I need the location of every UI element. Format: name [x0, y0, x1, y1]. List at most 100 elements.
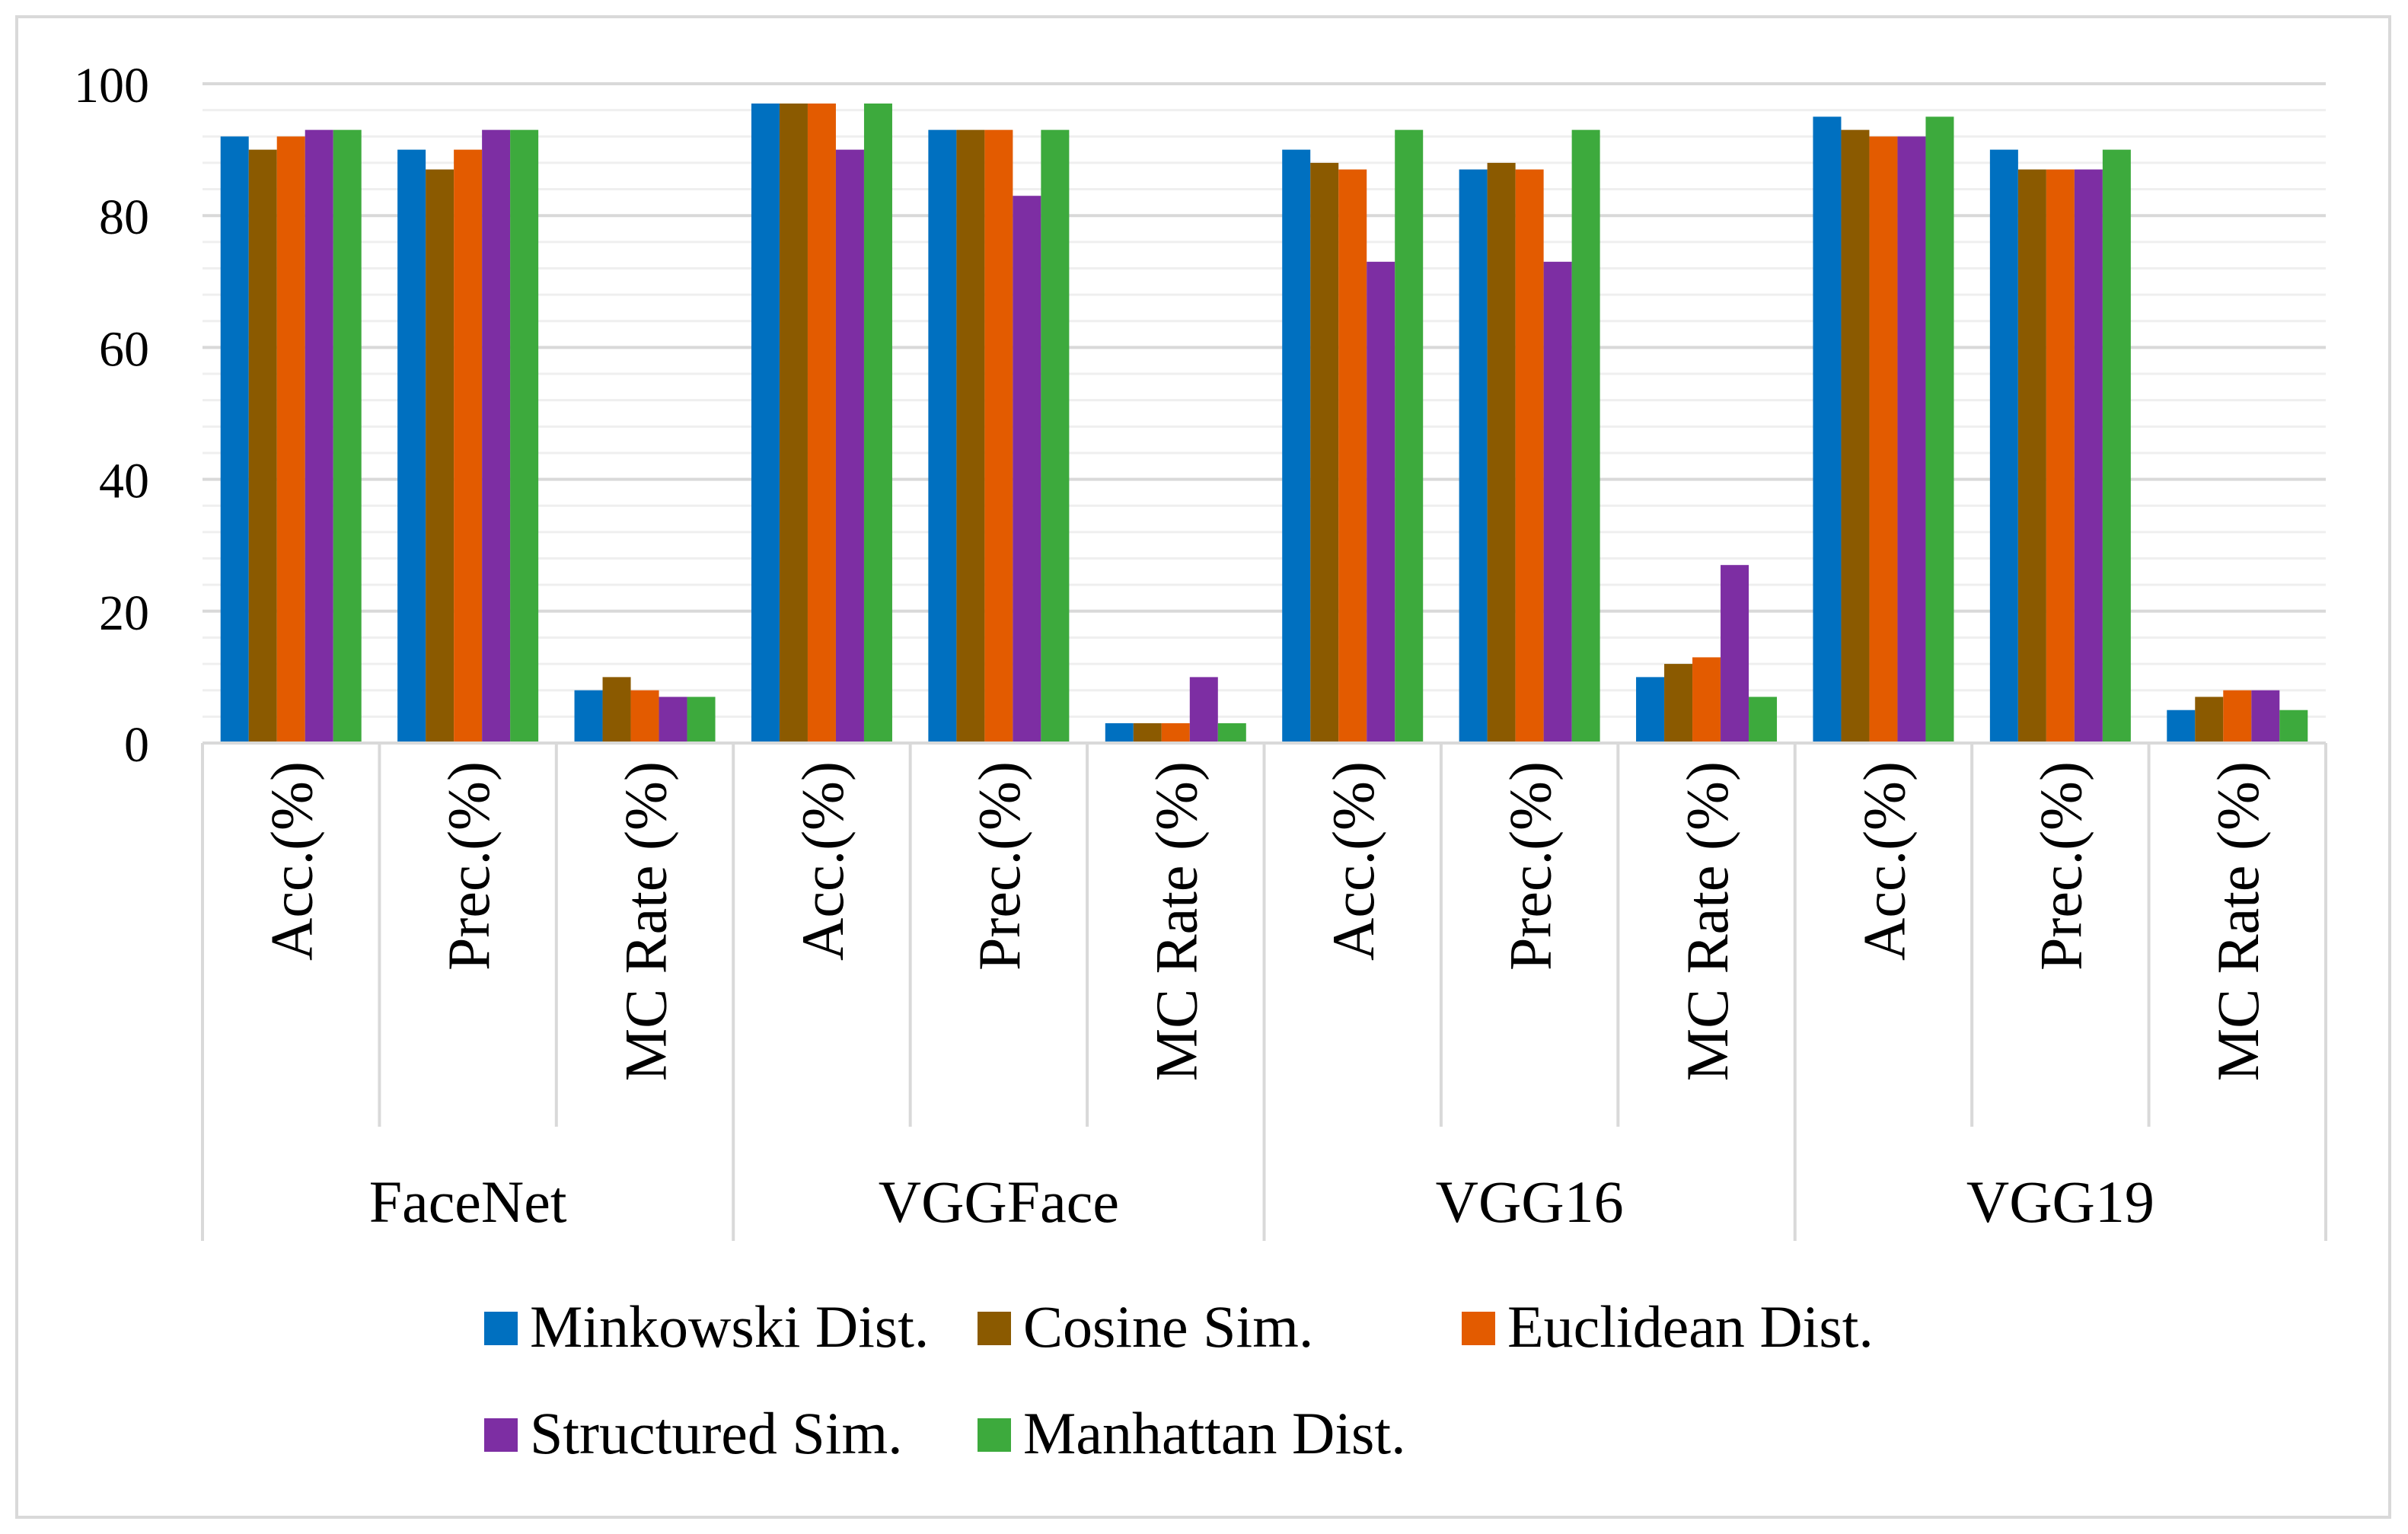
- bar-manhattan-dist-mc-rate: [1217, 723, 1246, 743]
- legend-label: Structured Sim.: [530, 1400, 903, 1466]
- bar-minkowski-dist-acc: [1282, 149, 1311, 744]
- bar-structured-sim-prec: [482, 129, 511, 743]
- bars: [220, 103, 2308, 744]
- bar-cosine-sim-acc: [1841, 129, 1870, 743]
- bar-manhattan-dist-prec: [510, 129, 539, 743]
- legend-swatch: [1462, 1312, 1495, 1345]
- bar-structured-sim-mc-rate: [1189, 677, 1218, 743]
- x-axis-labels: Acc.(%) Prec.(%) MC Rate (%) Acc.(%) Prec.(%…: [259, 761, 2272, 1235]
- x-category-label: Prec.(%): [966, 761, 1032, 971]
- bar-cosine-sim-mc-rate: [2195, 697, 2224, 743]
- y-tick-label: 100: [74, 58, 149, 113]
- bar-manhattan-dist-mc-rate: [2279, 710, 2308, 743]
- bar-euclidean-dist-mc-rate: [1692, 657, 1721, 743]
- x-group-label: VGGFace: [879, 1169, 1119, 1235]
- bar-minkowski-dist-prec: [1989, 149, 2018, 744]
- legend-swatch: [484, 1418, 518, 1452]
- x-group-label: FaceNet: [369, 1169, 567, 1235]
- y-axis-ticks: 0 20 40 60 80 100: [74, 58, 149, 773]
- legend-item-manhattan-dist: Manhattan Dist.: [978, 1400, 1406, 1466]
- bar-euclidean-dist-acc: [807, 103, 836, 744]
- x-category-label: MC Rate (%): [1143, 761, 1210, 1081]
- legend-label: Manhattan Dist.: [1023, 1400, 1406, 1466]
- bar-euclidean-dist-prec: [454, 149, 483, 744]
- bar-cosine-sim-acc: [248, 149, 277, 744]
- y-tick-label: 40: [99, 454, 149, 509]
- bar-manhattan-dist-mc-rate: [1749, 697, 1778, 743]
- legend-label: Minkowski Dist.: [530, 1293, 929, 1360]
- bar-cosine-sim-prec: [1487, 162, 1516, 744]
- bar-structured-sim-prec: [2074, 169, 2103, 743]
- x-category-label: Acc.(%): [1320, 761, 1386, 961]
- bar-structured-sim-acc: [835, 149, 864, 744]
- bar-cosine-sim-acc: [1310, 162, 1339, 744]
- legend-swatch: [484, 1312, 518, 1345]
- x-category-label: MC Rate (%): [2205, 761, 2271, 1081]
- bar-manhattan-dist-mc-rate: [687, 697, 716, 743]
- bar-structured-sim-mc-rate: [1721, 565, 1749, 743]
- bar-minkowski-dist-mc-rate: [1105, 723, 1134, 743]
- bar-euclidean-dist-mc-rate: [1161, 723, 1190, 743]
- bar-euclidean-dist-mc-rate: [2223, 690, 2252, 743]
- bar-structured-sim-prec: [1543, 261, 1572, 743]
- bar-minkowski-dist-mc-rate: [574, 690, 603, 743]
- bar-manhattan-dist-acc: [333, 129, 362, 743]
- legend-swatch: [978, 1418, 1011, 1452]
- bar-manhattan-dist-acc: [1925, 116, 1954, 744]
- x-category-label: Acc.(%): [1851, 761, 1917, 961]
- bar-cosine-sim-prec: [956, 129, 985, 743]
- bar-euclidean-dist-prec: [2046, 169, 2075, 743]
- bar-structured-sim-acc: [1897, 136, 1926, 743]
- bar-structured-sim-acc: [1367, 261, 1395, 743]
- bar-structured-sim-prec: [1013, 196, 1041, 744]
- bar-structured-sim-mc-rate: [2251, 690, 2280, 743]
- legend-label: Euclidean Dist.: [1507, 1293, 1874, 1360]
- x-category-label: MC Rate (%): [612, 761, 678, 1081]
- bar-euclidean-dist-prec: [984, 129, 1013, 743]
- bar-cosine-sim-mc-rate: [602, 677, 631, 743]
- bar-minkowski-dist-prec: [397, 149, 426, 744]
- legend-item-structured-sim: Structured Sim.: [484, 1400, 903, 1466]
- bar-euclidean-dist-prec: [1515, 169, 1544, 743]
- bar-minkowski-dist-mc-rate: [2167, 710, 2196, 743]
- bar-cosine-sim-acc: [779, 103, 808, 744]
- bar-euclidean-dist-acc: [1338, 169, 1367, 743]
- legend-item-minkowski-dist: Minkowski Dist.: [484, 1293, 929, 1360]
- bar-cosine-sim-prec: [2017, 169, 2046, 743]
- bar-manhattan-dist-prec: [1041, 129, 1070, 743]
- bar-euclidean-dist-acc: [1869, 136, 1898, 743]
- y-tick-label: 80: [99, 190, 149, 245]
- legend-item-euclidean-dist: Euclidean Dist.: [1462, 1293, 1874, 1360]
- axes: [201, 741, 2327, 1241]
- x-group-label: VGG19: [1966, 1169, 2154, 1235]
- chart-frame: [15, 15, 2391, 1519]
- bar-structured-sim-mc-rate: [659, 697, 687, 743]
- gridlines: [203, 82, 2326, 718]
- bar-minkowski-dist-prec: [1459, 169, 1488, 743]
- bar-cosine-sim-prec: [426, 169, 454, 743]
- y-tick-label: 60: [99, 321, 149, 377]
- bar-minkowski-dist-mc-rate: [1636, 677, 1665, 743]
- bar-minkowski-dist-acc: [751, 103, 780, 744]
- bar-minkowski-dist-prec: [928, 129, 957, 743]
- bar-cosine-sim-mc-rate: [1133, 723, 1162, 743]
- x-category-label: MC Rate (%): [1674, 761, 1740, 1081]
- x-category-label: Prec.(%): [435, 761, 502, 971]
- bar-euclidean-dist-mc-rate: [630, 690, 659, 743]
- legend-label: Cosine Sim.: [1023, 1293, 1313, 1360]
- bar-manhattan-dist-prec: [2102, 149, 2131, 744]
- x-group-label: VGG16: [1436, 1169, 1624, 1235]
- bar-manhattan-dist-acc: [1395, 129, 1424, 743]
- y-tick-label: 20: [99, 585, 149, 641]
- bar-cosine-sim-mc-rate: [1664, 664, 1693, 743]
- x-category-label: Acc.(%): [789, 761, 856, 961]
- bar-euclidean-dist-acc: [276, 136, 305, 743]
- legend-item-cosine-sim: Cosine Sim.: [978, 1293, 1313, 1360]
- x-category-label: Acc.(%): [259, 761, 325, 961]
- bar-manhattan-dist-acc: [863, 103, 892, 744]
- x-category-label: Prec.(%): [1497, 761, 1563, 971]
- bar-minkowski-dist-acc: [1813, 116, 1842, 744]
- bar-minkowski-dist-acc: [220, 136, 249, 743]
